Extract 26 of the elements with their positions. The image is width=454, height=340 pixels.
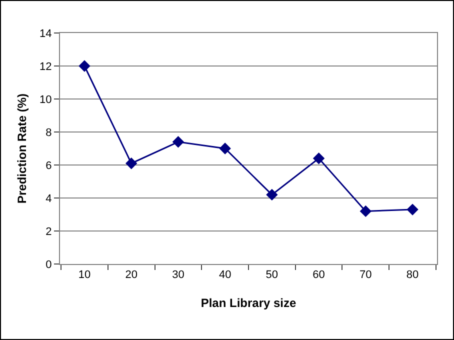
y-tick-label: 12 — [40, 60, 52, 73]
y-tick-label: 10 — [40, 94, 52, 106]
x-tick-label: 40 — [218, 269, 232, 282]
y-axis-title: Prediction Rate (%) — [14, 93, 29, 204]
x-tick-label: 20 — [125, 269, 138, 282]
x-tick-label: 60 — [312, 269, 325, 282]
x-tick-label: 30 — [172, 269, 184, 282]
point — [360, 205, 372, 218]
point — [406, 204, 418, 216]
y-tick-label: 4 — [46, 192, 52, 205]
point — [266, 188, 278, 201]
point — [172, 136, 184, 148]
point — [219, 142, 231, 154]
y-tick-label: 2 — [46, 226, 52, 238]
y-tick-label: 8 — [46, 126, 52, 139]
x-tick-label: 50 — [266, 269, 278, 282]
x-tick-label: 70 — [360, 269, 372, 282]
y-tick-label: 0 — [46, 258, 52, 271]
point — [125, 158, 138, 170]
x-axis-title: Plan Library size — [200, 296, 297, 310]
y-tick-label: 6 — [46, 160, 52, 172]
y-tick-label: 14 — [40, 28, 52, 40]
point — [78, 60, 90, 72]
point — [312, 152, 325, 164]
x-tick-label: 80 — [406, 269, 419, 282]
x-tick-label: 10 — [78, 269, 91, 282]
